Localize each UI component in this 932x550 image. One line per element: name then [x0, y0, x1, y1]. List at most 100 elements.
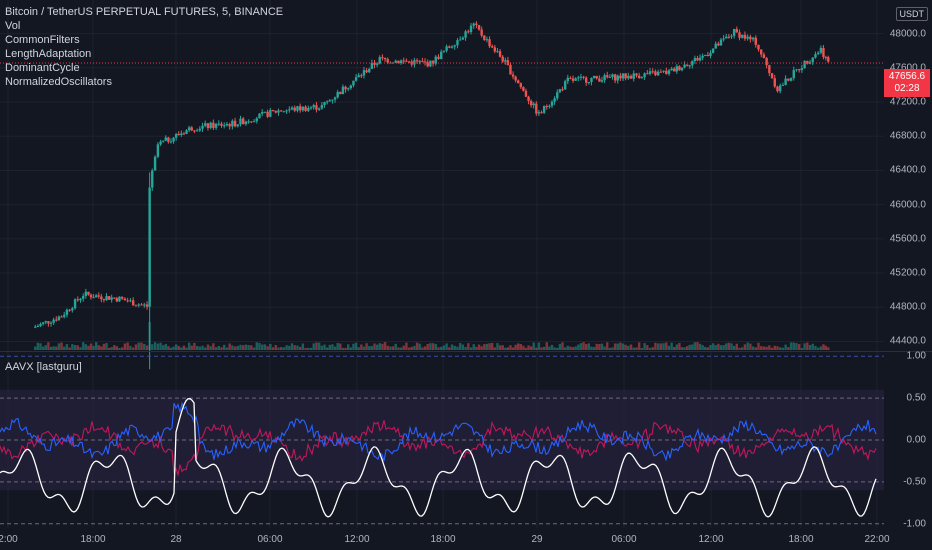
- candle-body: [448, 46, 451, 48]
- volume-bar: [115, 346, 119, 350]
- candle-body: [773, 78, 776, 87]
- candle-body: [683, 64, 686, 68]
- volume-bar: [296, 345, 299, 350]
- volume-bar: [770, 347, 774, 350]
- candle-body: [590, 78, 593, 83]
- candle-body: [587, 82, 591, 84]
- currency-badge[interactable]: USDT: [895, 7, 928, 21]
- volume-bar: [137, 342, 140, 350]
- candle-body: [621, 73, 625, 79]
- candle-body: [691, 61, 694, 66]
- volume-bar: [68, 347, 71, 350]
- candle-body: [362, 70, 366, 76]
- candle-body: [134, 305, 138, 307]
- volume-bar: [153, 342, 157, 350]
- volume-bar: [394, 343, 397, 350]
- candles: [34, 21, 830, 370]
- candle-body: [247, 121, 250, 123]
- candle-body: [336, 91, 339, 98]
- oscillator-axis[interactable]: 1.00 0.50 0.00 -0.50 -1.00: [884, 351, 932, 529]
- volume-bar: [92, 345, 95, 350]
- candle-body: [472, 23, 475, 26]
- volume-bar: [490, 342, 494, 350]
- volume-bar: [214, 347, 218, 350]
- volume-bar: [360, 344, 363, 350]
- volume-bar: [148, 322, 151, 350]
- volume-bar: [55, 346, 58, 350]
- volume-bar: [39, 343, 42, 350]
- volume-bar: [423, 346, 427, 350]
- volume-bar: [608, 347, 612, 350]
- oscillator-title[interactable]: AAVX [lastguru]: [5, 361, 82, 373]
- volume-bar: [247, 345, 250, 350]
- candle-body: [383, 57, 387, 60]
- symbol-title[interactable]: Bitcoin / TetherUS PERPETUAL FUTURES, 5,…: [5, 6, 284, 18]
- candle-body: [47, 321, 50, 324]
- volume-bar: [161, 345, 165, 350]
- volume-bar: [691, 344, 694, 350]
- volume-bar: [453, 345, 456, 350]
- candle-body: [375, 63, 379, 65]
- candle-body: [113, 297, 116, 299]
- volume-bar: [757, 342, 760, 350]
- volume-bar: [524, 347, 528, 350]
- volume-bar: [824, 345, 828, 350]
- candle-body: [233, 120, 237, 127]
- candle-body: [545, 106, 548, 108]
- candle-body: [558, 89, 562, 93]
- candle-body: [65, 309, 69, 315]
- candle-body: [725, 36, 728, 39]
- volume-bar: [413, 345, 416, 350]
- volume-bar: [151, 344, 154, 350]
- volume-bar: [472, 344, 475, 350]
- legend-common-filters[interactable]: CommonFilters: [5, 34, 80, 46]
- candle-body: [585, 77, 588, 83]
- time-tick-label: 22:00: [864, 534, 890, 545]
- candle-body: [730, 35, 733, 37]
- volume-bar: [496, 343, 499, 350]
- candle-body: [378, 57, 381, 64]
- volume-bar: [204, 347, 207, 350]
- candle-body: [556, 92, 559, 99]
- volume-bar: [819, 346, 823, 350]
- pane-separator[interactable]: [0, 351, 932, 352]
- volume-bar: [822, 344, 825, 350]
- volume-bar: [298, 346, 302, 350]
- candle-body: [307, 107, 310, 111]
- volume-bar: [582, 342, 585, 350]
- candle-body: [195, 130, 199, 132]
- candle-body: [453, 45, 456, 47]
- price-axis[interactable]: 48000.0 47600.0 47200.0 46800.0 46400.0 46000…: [884, 0, 932, 351]
- legend-dominant-cycle[interactable]: DominantCycle: [5, 62, 80, 74]
- candle-body: [776, 86, 779, 92]
- volume-bar: [418, 343, 421, 350]
- volume-bar: [349, 347, 353, 350]
- candle-body: [153, 156, 157, 171]
- candle-body: [250, 121, 253, 123]
- candle-body: [760, 49, 763, 55]
- candle-body: [277, 110, 280, 113]
- candle-body: [269, 109, 272, 117]
- candle-body: [120, 296, 124, 299]
- candle-body: [749, 36, 752, 40]
- candle-body: [209, 122, 212, 129]
- candle-body: [540, 112, 543, 114]
- candle-body: [341, 86, 345, 95]
- legend-vol[interactable]: Vol: [5, 20, 21, 32]
- legend-normalized-oscillators[interactable]: NormalizedOscillators: [5, 76, 112, 88]
- candle-body: [182, 133, 186, 135]
- time-axis[interactable]: 2:00 18:00 28 06:00 12:00 18:00 29 06:00 12:00 18…: [0, 529, 890, 550]
- candle-body: [709, 52, 712, 56]
- candle-body: [490, 46, 494, 48]
- candle-body: [529, 100, 533, 106]
- volume-bar: [97, 345, 100, 350]
- volume-bar: [354, 342, 358, 350]
- legend-length-adaptation[interactable]: LengthAdaptation: [5, 48, 92, 60]
- candle-body: [768, 65, 771, 74]
- volume-bar: [678, 342, 681, 350]
- volume-bar: [696, 342, 699, 350]
- volume-bar: [320, 345, 324, 350]
- volume-bar: [44, 345, 47, 350]
- candle-body: [477, 25, 481, 30]
